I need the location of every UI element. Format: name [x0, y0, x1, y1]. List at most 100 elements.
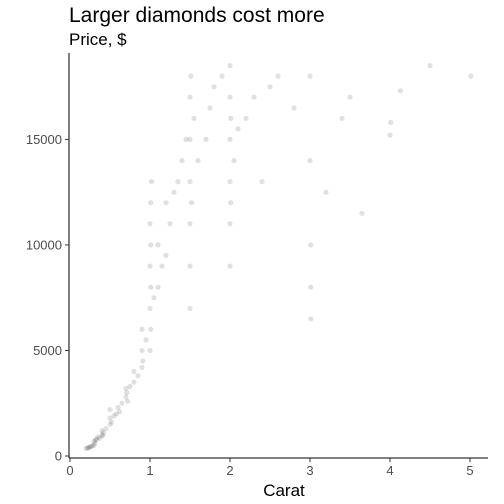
- data-point: [227, 263, 233, 269]
- data-point: [267, 84, 273, 90]
- data-point: [99, 428, 105, 434]
- y-tick-label: 0: [55, 449, 62, 464]
- data-point: [117, 409, 123, 415]
- data-point: [113, 411, 119, 417]
- data-point: [468, 73, 474, 79]
- data-point: [191, 115, 197, 121]
- data-point: [307, 73, 313, 79]
- data-point: [187, 263, 193, 269]
- data-point: [397, 88, 403, 94]
- data-point: [163, 200, 169, 206]
- data-point: [187, 179, 193, 185]
- data-point: [143, 337, 149, 343]
- data-point: [89, 443, 95, 449]
- data-point: [251, 94, 257, 100]
- data-point: [103, 426, 109, 432]
- data-point: [231, 157, 237, 164]
- data-point: [100, 433, 106, 439]
- data-point: [187, 136, 193, 142]
- data-point: [139, 364, 145, 370]
- data-point: [347, 94, 353, 100]
- y-tick-label: 5000: [33, 343, 62, 358]
- data-point: [99, 432, 105, 438]
- data-point: [147, 305, 153, 311]
- x-tick-label: 4: [386, 463, 393, 478]
- data-point: [175, 179, 181, 185]
- data-point: [135, 373, 141, 379]
- data-point: [97, 435, 103, 441]
- chart-subtitle: Price, $: [69, 30, 127, 49]
- data-point: [139, 347, 145, 354]
- data-point: [359, 210, 365, 216]
- data-point: [308, 316, 314, 322]
- x-tick-label: 3: [306, 463, 313, 478]
- data-point: [83, 446, 89, 452]
- x-axis-ticks: 0 1 2 3 4 5: [66, 458, 474, 478]
- data-point: [275, 73, 281, 79]
- data-point: [163, 252, 169, 259]
- data-point: [131, 369, 137, 375]
- data-point: [227, 136, 233, 142]
- data-point: [124, 390, 130, 396]
- data-point: [155, 242, 161, 248]
- data-point: [171, 189, 177, 195]
- data-point: [187, 221, 193, 227]
- data-point: [119, 400, 125, 406]
- data-point: [123, 394, 129, 400]
- data-point: [203, 136, 209, 142]
- data-point: [87, 444, 93, 450]
- data-point: [155, 284, 161, 290]
- data-point: [227, 179, 233, 185]
- x-tick-label: 5: [466, 463, 473, 478]
- data-point: [243, 115, 249, 121]
- data-point: [179, 157, 185, 164]
- data-point: [88, 443, 94, 450]
- data-point: [127, 383, 133, 389]
- data-point: [183, 136, 189, 142]
- data-point: [147, 221, 153, 227]
- data-point: [111, 413, 117, 419]
- data-point: [91, 438, 97, 444]
- data-points: [83, 63, 474, 452]
- data-point: [125, 398, 131, 404]
- data-point: [207, 105, 213, 111]
- data-point: [85, 445, 91, 451]
- data-point: [93, 436, 99, 442]
- data-point: [140, 358, 146, 364]
- data-point: [228, 115, 234, 121]
- data-point: [148, 200, 154, 206]
- data-point: [227, 63, 233, 69]
- y-axis-ticks: 0 5000 10000 15000: [26, 132, 69, 464]
- data-point: [228, 200, 234, 206]
- y-tick-label: 15000: [26, 132, 62, 147]
- data-point: [308, 242, 314, 248]
- data-point: [131, 379, 137, 385]
- data-point: [388, 119, 394, 126]
- chart-title: Larger diamonds cost more: [69, 4, 325, 27]
- data-point: [151, 295, 157, 301]
- data-point: [339, 115, 345, 121]
- data-point: [187, 305, 193, 311]
- data-point: [259, 179, 265, 185]
- data-point: [85, 445, 91, 451]
- data-point: [189, 200, 195, 206]
- data-point: [107, 415, 113, 421]
- data-point: [107, 407, 113, 413]
- data-point: [107, 421, 113, 427]
- data-point: [139, 326, 145, 332]
- x-tick-label: 2: [226, 463, 233, 478]
- data-point: [123, 385, 129, 392]
- data-point: [93, 437, 99, 443]
- data-point: [195, 157, 201, 164]
- data-point: [323, 189, 329, 195]
- x-tick-label: 0: [66, 463, 73, 478]
- y-tick-label: 10000: [26, 237, 62, 252]
- data-point: [95, 434, 101, 440]
- data-point: [235, 126, 241, 132]
- data-point: [91, 442, 97, 448]
- data-point: [427, 63, 433, 69]
- data-point: [227, 94, 233, 100]
- data-point: [92, 440, 98, 446]
- data-point: [227, 221, 233, 227]
